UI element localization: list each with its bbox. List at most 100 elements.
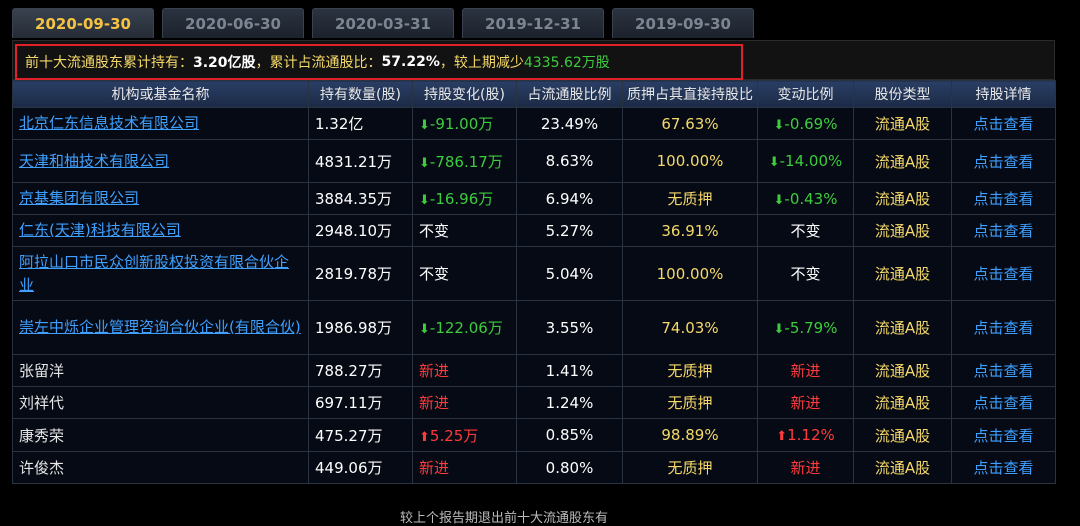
pledge-cell: 无质押 — [622, 451, 758, 484]
type-value: 流通A股 — [874, 426, 931, 445]
col-header-change: 持股变化(股) — [412, 80, 517, 108]
pledge-cell: 无质押 — [622, 386, 758, 419]
pct-cell: 3.55% — [516, 300, 623, 355]
var-cell-value: -0.69% — [784, 114, 838, 133]
detail-link[interactable]: 点击查看 — [973, 115, 1034, 133]
change-cell: ⬇-91.00万 — [412, 107, 517, 140]
col-header-name: 机构或基金名称 — [12, 80, 309, 108]
pct-cell: 8.63% — [516, 139, 623, 183]
detail-link[interactable]: 点击查看 — [973, 426, 1034, 445]
table-row: 仁东(天津)科技有限公司 2948.10万 不变 5.27% 36.91% 不变 流通A股 点… — [12, 214, 1056, 247]
change-cell-value: 不变 — [419, 265, 450, 283]
detail-link[interactable]: 点击查看 — [973, 394, 1034, 412]
pct-value: 1.41% — [545, 361, 594, 380]
detail-cell: 点击查看 — [951, 386, 1056, 419]
arrow-down-icon: ⬇ — [419, 193, 430, 208]
table-body: 北京仁东信息技术有限公司 1.32亿 ⬇-91.00万 23.49% 67.63% ⬇-0… — [12, 107, 1056, 484]
change-cell: 不变 — [412, 214, 517, 247]
summary-ratio-value: 57.22% — [381, 54, 440, 70]
type-cell: 流通A股 — [853, 139, 952, 183]
pct-value: 5.04% — [545, 264, 594, 283]
tab-2020-06-30[interactable]: 2020-06-30 — [162, 8, 304, 38]
pledge-value: 无质押 — [667, 394, 713, 412]
detail-cell: 点击查看 — [951, 418, 1056, 452]
type-cell: 流通A股 — [853, 418, 952, 452]
detail-link[interactable]: 点击查看 — [973, 152, 1034, 171]
var-cell-value: 新进 — [790, 459, 821, 477]
qty-value: 475.27万 — [315, 426, 383, 445]
change-cell-value: -91.00万 — [429, 115, 494, 133]
change-cell-value: -16.96万 — [429, 190, 494, 208]
pledge-value: 74.03% — [661, 318, 719, 337]
arrow-down-icon: ⬇ — [419, 322, 430, 337]
summary-label-change: ，较上期减少 — [439, 55, 524, 71]
pct-cell: 1.41% — [516, 354, 623, 387]
table-row: 阿拉山口市民众创新股权投资有限合伙企业 2819.78万 不变 5.04% 100.00… — [12, 246, 1056, 301]
type-value: 流通A股 — [874, 319, 931, 337]
pct-cell: 0.85% — [516, 418, 623, 452]
pct-cell: 5.04% — [516, 246, 623, 301]
pledge-cell: 无质押 — [622, 354, 758, 387]
qty-value: 697.11万 — [315, 394, 383, 412]
summary-highlight: 前十大流通股东累计持有： 3.20亿股 ，累计占流通股比： 57.22% ，较上… — [15, 44, 743, 80]
table-row: 张留洋 788.27万 新进 1.41% 无质押 新进 流通A股 点击查看 — [12, 354, 1056, 387]
arrow-down-icon: ⬇ — [773, 192, 785, 208]
type-value: 流通A股 — [874, 222, 931, 240]
detail-link[interactable]: 点击查看 — [973, 190, 1034, 208]
qty-cell: 2819.78万 — [308, 246, 413, 301]
change-cell: 新进 — [412, 451, 517, 484]
holder-name-cell: 刘祥代 — [12, 386, 309, 419]
holder-name-link[interactable]: 京基集团有限公司 — [19, 189, 140, 207]
change-cell-value: -122.06万 — [429, 319, 503, 337]
summary-label-holding: 前十大流通股东累计持有： — [25, 55, 193, 71]
holder-name-link[interactable]: 北京仁东信息技术有限公司 — [19, 114, 200, 132]
detail-link[interactable]: 点击查看 — [973, 265, 1034, 283]
holder-name-link[interactable]: 阿拉山口市民众创新股权投资有限合伙企业 — [19, 252, 290, 294]
detail-cell: 点击查看 — [951, 354, 1056, 387]
pct-cell: 1.24% — [516, 386, 623, 419]
holder-name-link[interactable]: 天津和柚技术有限公司 — [19, 151, 170, 170]
tab-2019-12-31[interactable]: 2019-12-31 — [462, 8, 604, 38]
pct-value: 5.27% — [545, 221, 594, 240]
change-cell-value: 不变 — [419, 222, 450, 240]
var-cell-value: -0.43% — [784, 189, 838, 208]
qty-cell: 1.32亿 — [308, 107, 413, 140]
pledge-cell: 36.91% — [622, 214, 758, 247]
change-cell: ⬆5.25万 — [412, 418, 517, 452]
pledge-value: 98.89% — [661, 426, 719, 444]
var-cell: 不变 — [757, 214, 854, 247]
type-cell: 流通A股 — [853, 300, 952, 355]
holder-name-link[interactable]: 崇左中烁企业管理咨询合伙企业(有限合伙) — [19, 318, 301, 336]
arrow-up-icon: ⬆ — [419, 429, 430, 445]
holder-name: 张留洋 — [19, 362, 65, 380]
change-cell-value: 新进 — [419, 362, 450, 380]
change-cell-value: 5.25万 — [429, 426, 479, 445]
type-cell: 流通A股 — [853, 246, 952, 301]
change-cell: 不变 — [412, 246, 517, 301]
var-cell: ⬆1.12% — [757, 418, 854, 452]
var-cell: ⬇-0.69% — [757, 107, 854, 140]
qty-value: 788.27万 — [315, 362, 383, 380]
detail-link[interactable]: 点击查看 — [973, 222, 1034, 240]
holder-name-cell: 康秀荣 — [12, 418, 309, 452]
detail-link[interactable]: 点击查看 — [973, 362, 1034, 380]
tab-2020-09-30[interactable]: 2020-09-30 — [12, 8, 154, 38]
change-cell: 新进 — [412, 354, 517, 387]
table-header-row: 机构或基金名称 持有数量(股) 持股变化(股) 占流通股比例 质押占其直接持股比… — [12, 80, 1056, 108]
tab-2020-03-31[interactable]: 2020-03-31 — [312, 8, 454, 38]
pledge-cell: 100.00% — [622, 139, 758, 183]
arrow-down-icon: ⬇ — [419, 118, 430, 133]
holder-name-cell: 阿拉山口市民众创新股权投资有限合伙企业 — [12, 246, 309, 301]
table-row: 天津和柚技术有限公司 4831.21万 ⬇-786.17万 8.63% 100.00% ⬇… — [12, 139, 1056, 183]
type-cell: 流通A股 — [853, 354, 952, 387]
var-cell-value: 不变 — [790, 222, 821, 240]
detail-link[interactable]: 点击查看 — [973, 319, 1034, 337]
detail-link[interactable]: 点击查看 — [973, 459, 1034, 477]
pledge-cell: 67.63% — [622, 107, 758, 140]
qty-value: 1986.98万 — [315, 319, 393, 337]
tab-2019-09-30[interactable]: 2019-09-30 — [612, 8, 754, 38]
col-header-type: 股份类型 — [853, 80, 952, 108]
qty-cell: 697.11万 — [308, 386, 413, 419]
holder-name-link[interactable]: 仁东(天津)科技有限公司 — [19, 221, 181, 239]
table-row: 北京仁东信息技术有限公司 1.32亿 ⬇-91.00万 23.49% 67.63% ⬇-0… — [12, 107, 1056, 140]
